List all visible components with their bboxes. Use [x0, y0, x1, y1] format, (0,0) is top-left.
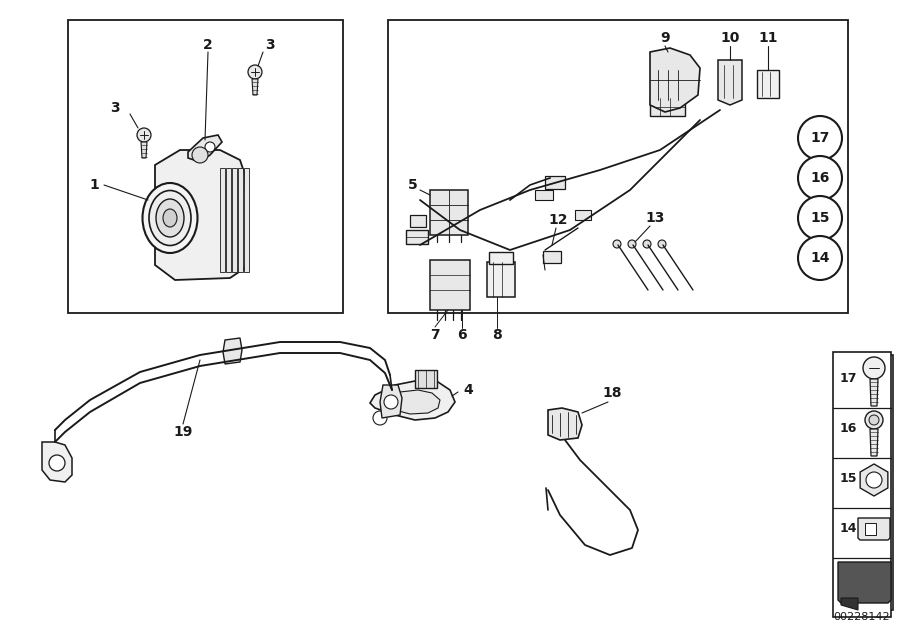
Circle shape	[628, 240, 636, 248]
Text: 5: 5	[408, 178, 418, 192]
Text: 17: 17	[810, 131, 830, 145]
Bar	[415, 370, 437, 388]
Text: 14: 14	[810, 251, 830, 265]
Circle shape	[865, 411, 883, 429]
Bar	[757, 70, 779, 98]
Text: 00228142: 00228142	[833, 612, 890, 622]
Bar	[543, 251, 561, 263]
Text: 15: 15	[839, 471, 857, 485]
Polygon shape	[232, 168, 237, 272]
Text: 16: 16	[810, 171, 830, 185]
Polygon shape	[370, 380, 455, 420]
Text: 2: 2	[203, 38, 213, 52]
Bar	[487, 262, 515, 297]
Circle shape	[869, 415, 879, 425]
Bar	[406, 230, 428, 244]
Text: 1: 1	[89, 178, 99, 192]
Text: 12: 12	[548, 213, 568, 227]
Polygon shape	[244, 168, 249, 272]
Text: 17: 17	[839, 371, 857, 385]
Polygon shape	[155, 150, 248, 280]
Polygon shape	[385, 390, 440, 414]
Ellipse shape	[149, 191, 191, 245]
Circle shape	[205, 142, 215, 152]
Polygon shape	[548, 408, 582, 440]
Circle shape	[798, 156, 842, 200]
Text: 16: 16	[840, 422, 857, 434]
Polygon shape	[223, 338, 242, 364]
Bar	[535, 190, 553, 200]
Circle shape	[866, 472, 882, 488]
Circle shape	[863, 357, 885, 379]
Text: 11: 11	[758, 31, 778, 45]
Ellipse shape	[163, 209, 177, 227]
Circle shape	[798, 116, 842, 160]
Polygon shape	[430, 190, 468, 235]
Circle shape	[373, 411, 387, 425]
Polygon shape	[865, 523, 876, 535]
Text: 9: 9	[661, 31, 670, 45]
Polygon shape	[252, 79, 258, 95]
Bar	[545, 176, 565, 189]
Bar	[68, 20, 343, 313]
Polygon shape	[188, 135, 222, 162]
Polygon shape	[42, 442, 72, 482]
Text: 3: 3	[266, 38, 274, 52]
Text: 4: 4	[464, 383, 472, 397]
Text: 8: 8	[492, 328, 502, 342]
Circle shape	[658, 240, 666, 248]
Bar	[838, 355, 893, 610]
Ellipse shape	[156, 199, 184, 237]
Text: 3: 3	[110, 101, 120, 115]
Polygon shape	[380, 385, 402, 418]
Circle shape	[798, 236, 842, 280]
Circle shape	[49, 455, 65, 471]
Polygon shape	[858, 518, 890, 540]
Polygon shape	[870, 379, 878, 406]
Ellipse shape	[142, 183, 197, 253]
Text: 10: 10	[720, 31, 740, 45]
Text: 7: 7	[430, 328, 440, 342]
Bar	[650, 98, 685, 116]
Polygon shape	[841, 598, 858, 610]
Circle shape	[137, 128, 151, 142]
Text: 13: 13	[645, 211, 665, 225]
Text: 6: 6	[457, 328, 467, 342]
Polygon shape	[718, 60, 742, 105]
Bar	[833, 352, 891, 617]
Text: 18: 18	[602, 386, 622, 400]
Polygon shape	[838, 562, 891, 603]
Bar	[388, 20, 848, 313]
Polygon shape	[220, 168, 225, 272]
Circle shape	[384, 395, 398, 409]
Text: 14: 14	[839, 522, 857, 534]
Polygon shape	[650, 48, 700, 112]
Bar	[489, 252, 513, 264]
Circle shape	[613, 240, 621, 248]
Text: 15: 15	[810, 211, 830, 225]
Bar	[430, 260, 470, 310]
Text: 19: 19	[174, 425, 193, 439]
Polygon shape	[870, 429, 878, 456]
Circle shape	[643, 240, 651, 248]
Circle shape	[798, 196, 842, 240]
Polygon shape	[238, 168, 243, 272]
Circle shape	[248, 65, 262, 79]
Polygon shape	[226, 168, 231, 272]
Polygon shape	[141, 142, 147, 158]
Bar	[410, 215, 426, 227]
Circle shape	[192, 147, 208, 163]
Bar	[575, 210, 591, 220]
